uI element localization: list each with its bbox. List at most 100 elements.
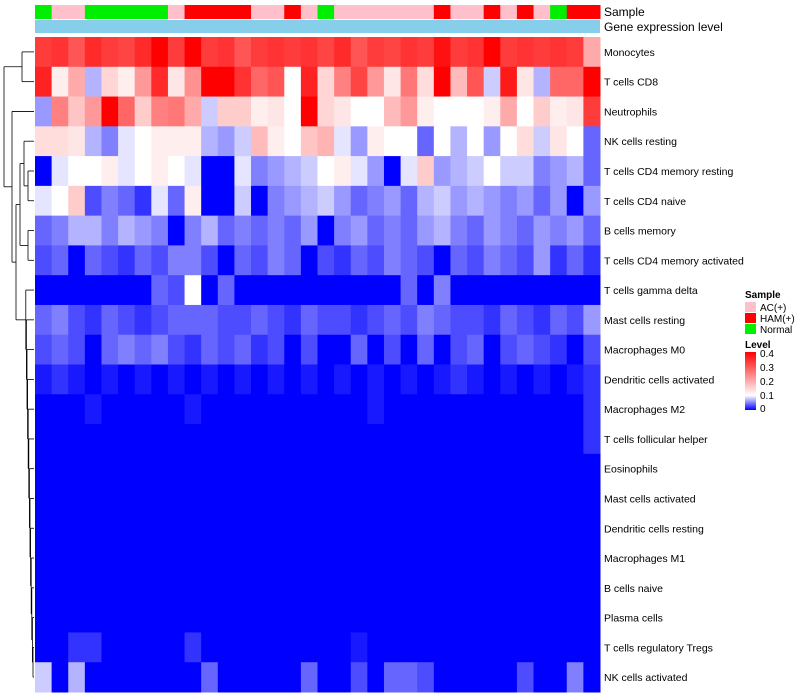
heatmap-cell	[201, 394, 219, 425]
row-label: T cells CD8	[604, 77, 658, 89]
heatmap-cell	[383, 513, 402, 544]
heatmap-cell	[118, 602, 136, 633]
heatmap-cell	[483, 96, 501, 127]
heatmap-cell	[167, 543, 186, 574]
heatmap-cell	[234, 662, 252, 693]
heatmap-cell	[35, 632, 53, 663]
heatmap-cell	[483, 334, 501, 365]
heatmap-cell	[317, 37, 335, 68]
heatmap-cell	[516, 513, 535, 544]
heatmap-cell	[500, 602, 518, 633]
heatmap-cell	[533, 126, 551, 157]
heatmap-cell	[251, 632, 269, 663]
heatmap-cell	[483, 602, 501, 633]
heatmap-cell	[68, 66, 86, 98]
heatmap-cell	[483, 662, 501, 693]
heatmap-cell	[500, 66, 518, 98]
heatmap-cell	[251, 572, 269, 604]
heatmap-cell	[267, 156, 285, 187]
heatmap-cell	[51, 185, 69, 217]
heatmap-cell	[417, 334, 435, 365]
heatmap-cell	[533, 632, 551, 663]
heatmap-cell	[483, 394, 501, 425]
heatmap-cell	[134, 424, 152, 455]
heatmap-cell	[284, 543, 302, 574]
heatmap-cell	[267, 96, 285, 127]
heatmap-cell	[151, 96, 169, 127]
heatmap-cell	[383, 424, 402, 455]
heatmap-cell	[400, 662, 418, 693]
sample-annotation-cell	[84, 5, 102, 19]
legend-level-title: Level	[745, 340, 771, 351]
heatmap-cell	[583, 126, 601, 157]
heatmap-cell	[84, 602, 102, 633]
heatmap-cell	[367, 185, 385, 217]
heatmap-cell	[516, 96, 535, 127]
sample-annotation-cell	[450, 5, 468, 19]
heatmap-cell	[450, 96, 468, 127]
sample-annotation-cell	[550, 5, 568, 19]
heatmap-cell	[51, 215, 69, 246]
heatmap-cell	[350, 602, 368, 633]
heatmap-cell	[184, 394, 202, 425]
heatmap-cell	[267, 334, 285, 365]
heatmap-cell	[350, 424, 368, 455]
heatmap-cell	[284, 662, 302, 693]
legend-level-tick-0.1: 0.1	[760, 391, 774, 402]
sample-annotation-cell	[35, 5, 53, 19]
heatmap-cell	[566, 602, 584, 633]
heatmap-cell	[450, 483, 468, 514]
heatmap-cell	[151, 215, 169, 246]
heatmap-cell	[483, 632, 501, 663]
heatmap-cell	[367, 364, 385, 395]
heatmap-cell	[84, 394, 102, 425]
heatmap-cell	[566, 513, 584, 544]
heatmap-cell	[367, 453, 385, 485]
heatmap-cell	[217, 602, 235, 633]
heatmap-cell	[433, 453, 451, 485]
heatmap-cell	[300, 66, 318, 98]
heatmap-cell	[367, 513, 385, 544]
heatmap-cell	[217, 185, 235, 217]
heatmap-cell	[118, 572, 136, 604]
heatmap-cell	[167, 96, 186, 127]
heatmap-cell	[500, 156, 518, 187]
heatmap-cell	[300, 602, 318, 633]
heatmap-cell	[300, 364, 318, 395]
heatmap-cell	[284, 37, 302, 68]
heatmap-cell	[184, 602, 202, 633]
heatmap-cell	[68, 126, 86, 157]
heatmap-cell	[151, 37, 169, 68]
heatmap-cell	[516, 215, 535, 246]
heatmap-cell	[101, 37, 119, 68]
heatmap-cell	[84, 245, 102, 276]
heatmap-cell	[284, 364, 302, 395]
heatmap-cell	[68, 632, 86, 663]
legend-level-tick-0.2: 0.2	[760, 377, 774, 388]
heatmap-cell	[118, 245, 136, 276]
heatmap-cell	[167, 662, 186, 693]
heatmap-cell	[167, 483, 186, 514]
row-label: Mast cells activated	[604, 493, 696, 505]
heatmap-cell	[334, 572, 352, 604]
heatmap-cell	[84, 632, 102, 663]
heatmap-cell	[101, 304, 119, 336]
heatmap-cell	[450, 632, 468, 663]
heatmap-cell	[566, 662, 584, 693]
heatmap-cell	[367, 424, 385, 455]
heatmap-cell	[51, 304, 69, 336]
heatmap-cell	[184, 364, 202, 395]
heatmap-cell	[201, 543, 219, 574]
heatmap-cell	[417, 275, 435, 306]
heatmap-cell	[533, 275, 551, 306]
heatmap-cell	[483, 185, 501, 217]
heatmap-cell	[84, 662, 102, 693]
heatmap-cell	[367, 334, 385, 365]
heatmap-cell	[433, 662, 451, 693]
heatmap-cell	[550, 513, 568, 544]
heatmap-cell	[417, 304, 435, 336]
heatmap-cell	[550, 245, 568, 276]
heatmap-cell	[566, 245, 584, 276]
row-label: Eosinophils	[604, 464, 658, 476]
heatmap-cell	[134, 215, 152, 246]
